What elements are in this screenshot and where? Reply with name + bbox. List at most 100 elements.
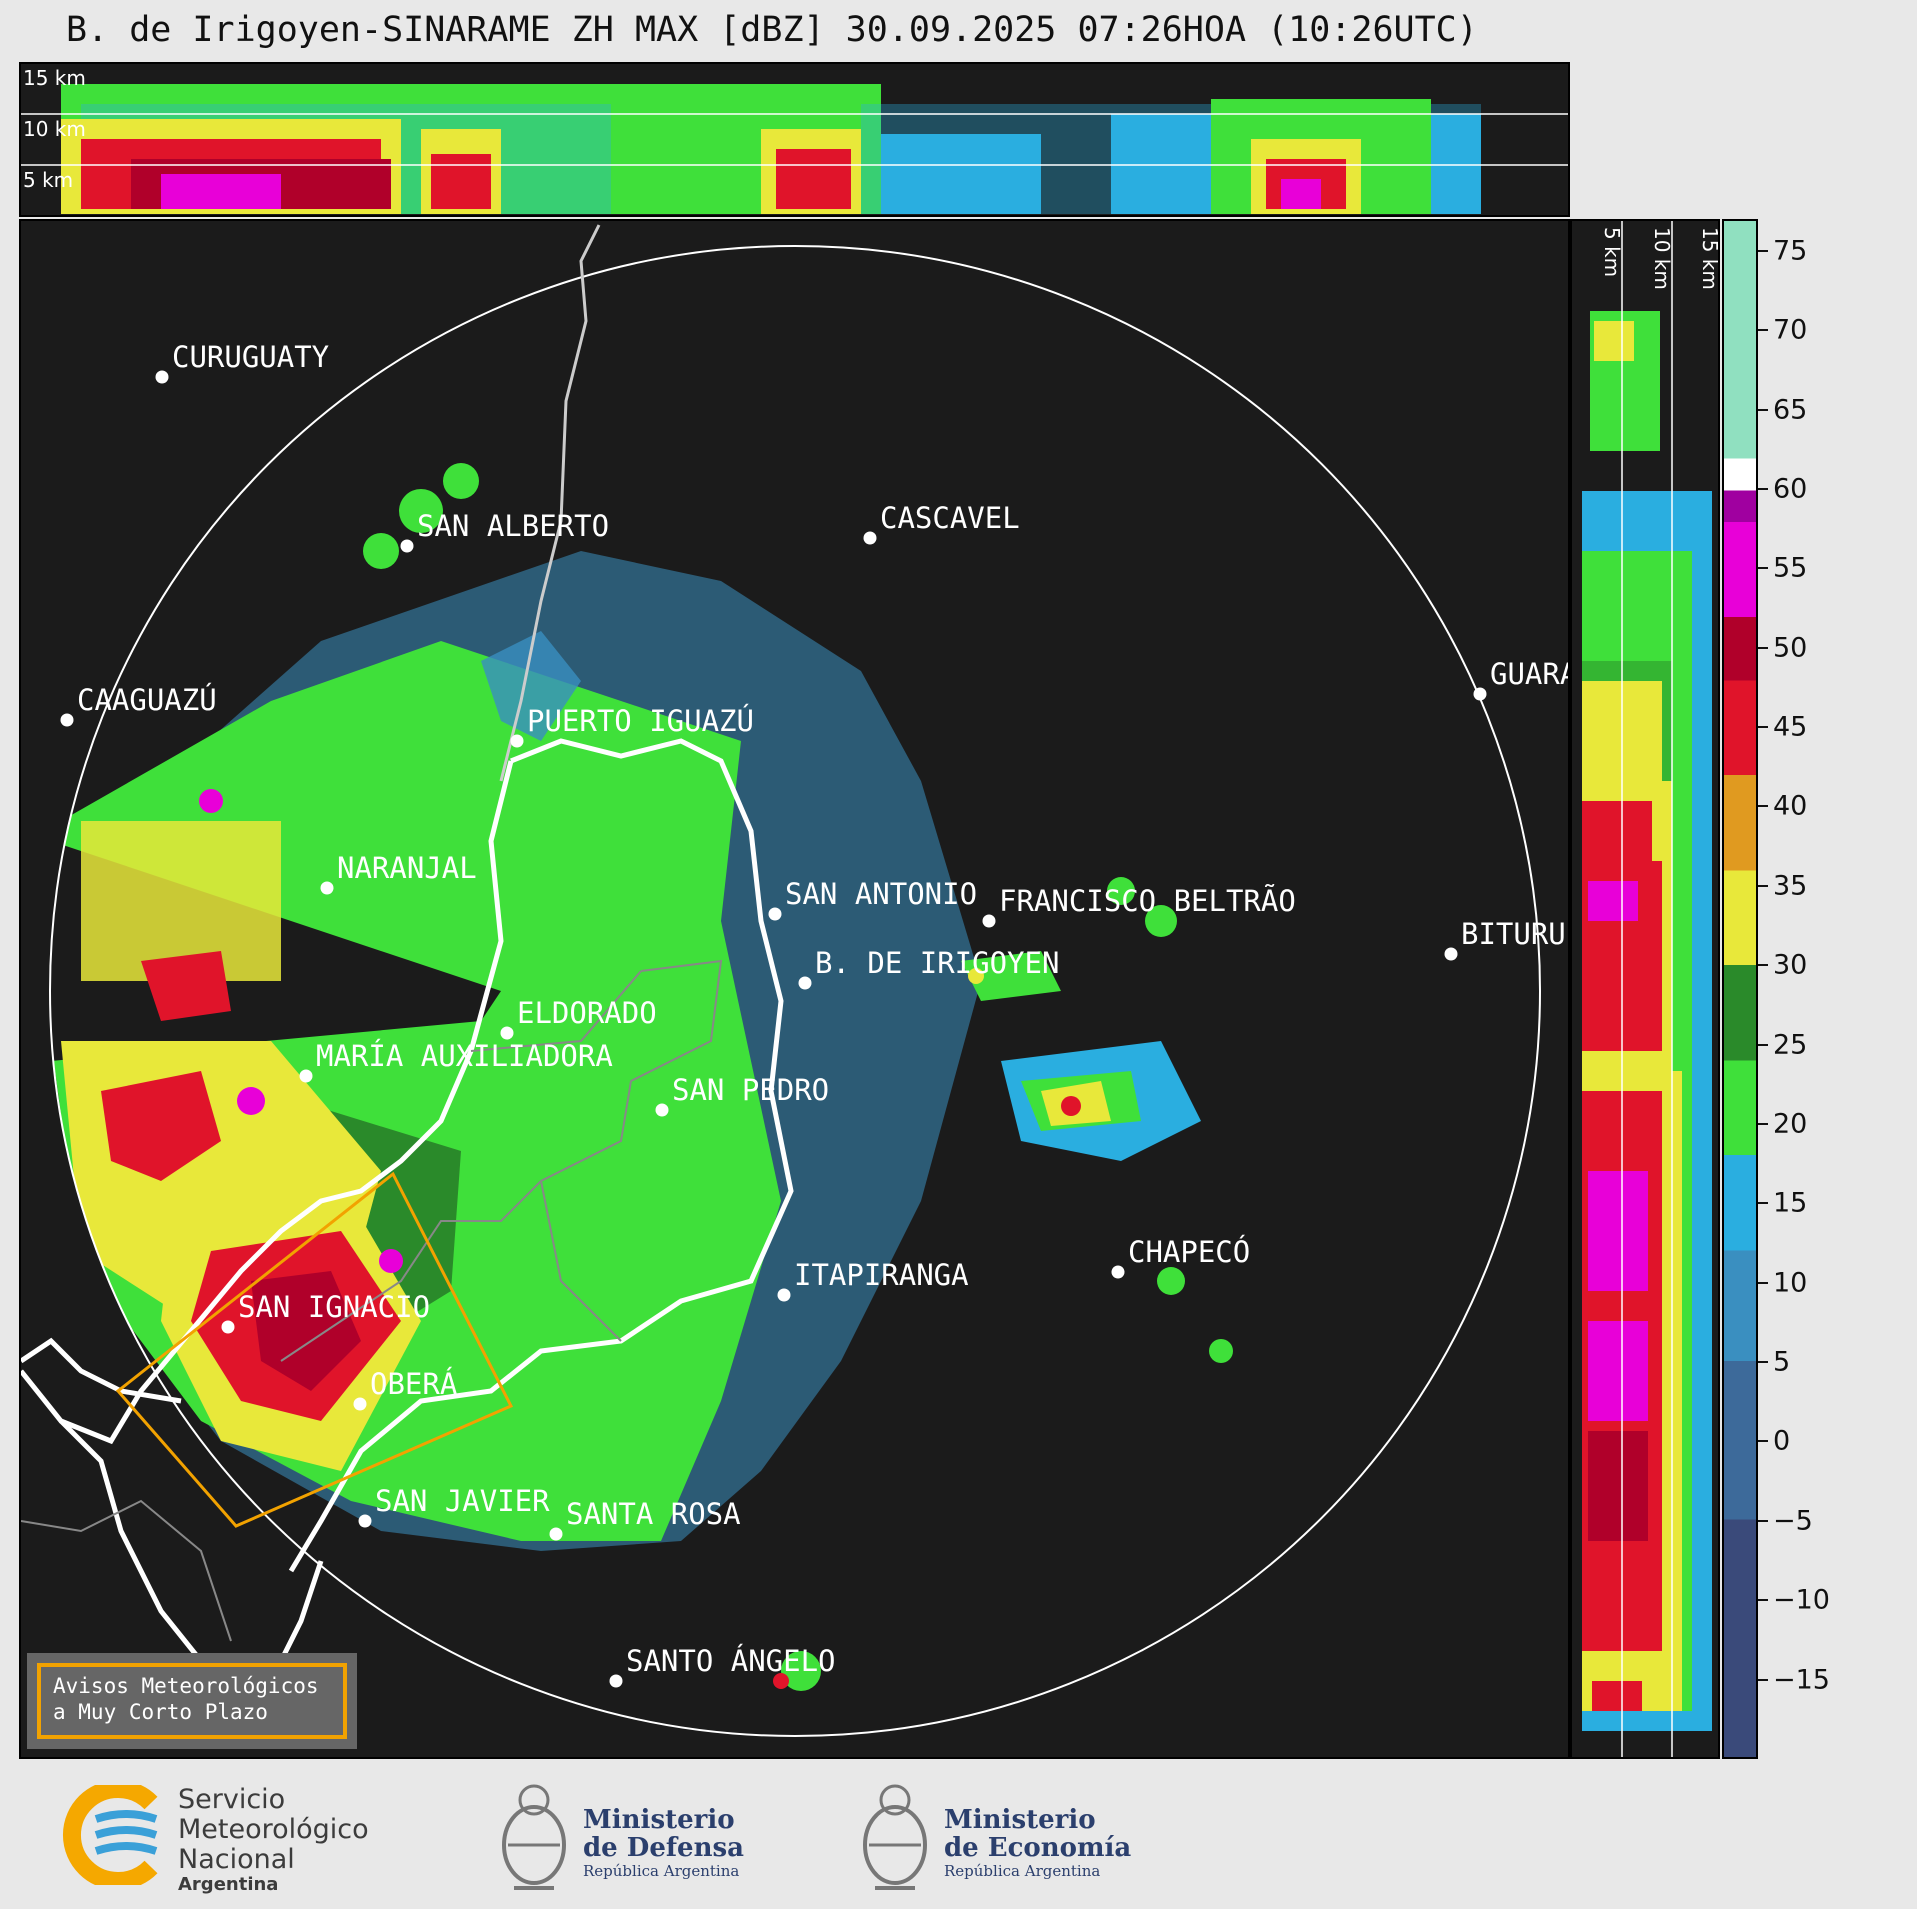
city-marker [510,734,524,748]
smn-logo-icon [63,1785,158,1885]
defensa-line2: de Defensa [583,1833,744,1863]
ministerio-defensa-text: Ministerio de Defensa República Argentin… [583,1806,744,1880]
warning-legend-line1: Avisos Meteorológicos [53,1674,319,1698]
smn-line1: Servicio [178,1784,286,1815]
ministerio-economia-text: Ministerio de Economía República Argenti… [944,1806,1131,1880]
right-cross-section-panel: 5 km 10 km 15 km [1570,219,1720,1759]
city-label: SAN IGNACIO [238,1290,431,1324]
colorbar-tick [1758,884,1768,887]
height-label-5km: 5 km [1600,227,1624,278]
city-marker [299,1069,313,1083]
colorbar-tick [1758,329,1768,332]
colorbar-tick [1758,1043,1768,1046]
defensa-line3: República Argentina [583,1862,740,1880]
city-label: CASCAVEL [880,501,1020,535]
colorbar-tick-label: −15 [1773,1664,1830,1696]
economia-line1: Ministerio [944,1805,1096,1835]
warning-legend-frame: Avisos Meteorológicos a Muy Corto Plazo [37,1663,347,1739]
colorbar-tick-label: 45 [1773,711,1808,743]
colorbar-tick [1758,726,1768,729]
height-label-5km: 5 km [23,168,74,192]
city-label: B. DE IRIGOYEN [815,946,1060,980]
city-label: SAN PEDRO [672,1073,830,1107]
city-marker [400,539,414,553]
city-marker [982,914,996,928]
colorbar-tick-label: 0 [1773,1425,1791,1457]
city-marker [353,1397,367,1411]
colorbar-tick [1758,1599,1768,1602]
warning-legend-line2: a Muy Corto Plazo [53,1700,268,1724]
city-marker [768,907,782,921]
colorbar-tick-label: 40 [1773,790,1808,822]
colorbar-tick-label: 55 [1773,552,1808,584]
city-label: SAN ALBERTO [417,509,610,543]
city-label: SAN JAVIER [375,1484,550,1518]
colorbar-tick [1758,1440,1768,1443]
city-label: PUERTO IGUAZÚ [527,704,754,738]
city-label: GUARA [1490,657,1570,691]
economia-line3: República Argentina [944,1862,1101,1880]
radar-echoes [21,224,1541,1737]
city-label: CURUGUATY [172,340,330,374]
city-label: SANTA ROSA [566,1497,741,1531]
height-label-10km: 10 km [1650,227,1674,290]
colorbar-tick [1758,1678,1768,1681]
city-marker [777,1288,791,1302]
height-label-10km: 10 km [23,117,86,141]
colorbar-tick-label: 25 [1773,1029,1808,1061]
colorbar-tick [1758,1122,1768,1125]
city-label: CHAPECÓ [1128,1235,1251,1269]
city-marker [609,1674,623,1688]
height-label-15km: 15 km [1698,227,1720,290]
city-label: ELDORADO [517,996,657,1030]
city-marker [500,1026,514,1040]
warning-legend: Avisos Meteorológicos a Muy Corto Plazo [27,1653,357,1749]
radar-map[interactable]: CURUGUATY SAN ALBERTO CASCAVEL CAAGUAZÚ … [19,219,1570,1759]
economia-line2: de Economía [944,1833,1132,1863]
city-marker [549,1527,563,1541]
colorbar-tick [1758,646,1768,649]
colorbar-tick [1758,1361,1768,1364]
radar-site-marker [798,976,812,990]
colorbar-tick [1758,964,1768,967]
colorbar-tick [1758,249,1768,252]
page-title: B. de Irigoyen-SINARAME ZH MAX [dBZ] 30.… [66,10,1478,50]
city-label: MARÍA AUXILIADORA [316,1039,613,1073]
city-marker [221,1320,235,1334]
colorbar-tick-label: 75 [1773,235,1808,267]
city-label: SANTO ÁNGELO [626,1644,836,1678]
coat-of-arms-economia-icon [863,1784,927,1890]
city-label: NARANJAL [337,851,477,885]
colorbar-tick-label: 50 [1773,632,1808,664]
city-marker [320,881,334,895]
city-marker [863,531,877,545]
smn-logo-text: Servicio Meteorológico Nacional Argentin… [178,1785,369,1895]
city-label: CAAGUAZÚ [77,683,217,717]
city-label: ITAPIRANGA [794,1258,969,1292]
colorbar-tick-label: 60 [1773,473,1808,505]
smn-line4: Argentina [178,1874,279,1895]
colorbar-tick [1758,1281,1768,1284]
colorbar-tick [1758,408,1768,411]
smn-line2: Meteorológico [178,1814,369,1845]
city-marker [1473,687,1487,701]
city-marker [1111,1265,1125,1279]
colorbar-tick-label: −5 [1773,1505,1813,1537]
right-cross-section-echoes [1582,221,1712,1757]
colorbar-tick-label: 15 [1773,1187,1808,1219]
colorbar-tick-label: 65 [1773,394,1808,425]
city-label: BITURU [1461,917,1566,951]
colorbar-tick-label: 5 [1773,1346,1791,1378]
colorbar-tick-label: 10 [1773,1267,1808,1299]
coat-of-arms-defensa-icon [502,1784,566,1890]
colorbar-tick-label: 35 [1773,870,1808,902]
colorbar-tick-label: −10 [1773,1584,1830,1616]
top-cross-section-echoes [21,84,1568,214]
city-label: FRANCISCO BELTRÃO [999,884,1296,918]
colorbar-tick [1758,1202,1768,1205]
smn-line3: Nacional [178,1844,295,1875]
colorbar-tick-label: 30 [1773,949,1808,981]
defensa-line1: Ministerio [583,1805,735,1835]
city-marker [155,370,169,384]
reflectivity-colorbar [1722,219,1758,1759]
